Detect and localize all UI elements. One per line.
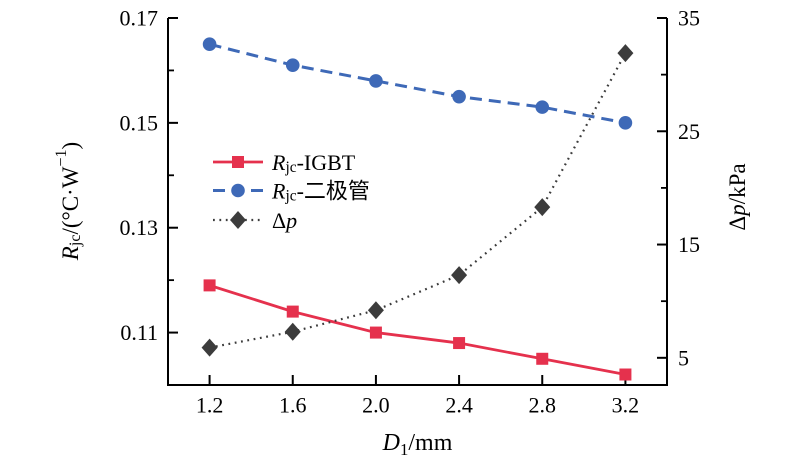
marker-circle (285, 58, 300, 72)
x-tick-label: 2.4 (445, 393, 473, 418)
y-right-tick-label: 25 (678, 119, 700, 144)
legend-label: Δp (272, 208, 297, 233)
marker-square (453, 337, 466, 350)
marker-circle (231, 183, 245, 198)
marker-circle (452, 89, 466, 104)
series-rjc-igbt (203, 279, 632, 381)
series-delta-p (201, 44, 634, 357)
x-tick-label: 3.2 (612, 393, 640, 418)
marker-square (619, 368, 632, 381)
marker-square (536, 352, 549, 365)
marker-circle (535, 100, 550, 114)
y-right-tick-label: 15 (678, 232, 700, 257)
marker-diamond (284, 322, 301, 341)
marker-circle (369, 74, 383, 88)
y-left-tick-label: 0.17 (120, 6, 159, 31)
y-left-tick-label: 0.15 (120, 110, 159, 135)
y-right-tick-label: 35 (678, 6, 700, 31)
series-line-rjc-igbt (209, 284, 626, 376)
marker-square (369, 326, 382, 339)
x-tick-label: 1.2 (196, 393, 224, 418)
marker-square (286, 305, 299, 318)
marker-diamond (451, 266, 468, 285)
marker-circle (202, 37, 217, 52)
y-left-tick-label: 0.13 (120, 215, 159, 240)
x-tick-label: 2.8 (529, 393, 557, 418)
series-line-delta-p (209, 52, 627, 349)
y-axis-left-title: Rjc/(°C·W−1) (53, 142, 84, 261)
series-rjc-diode (202, 37, 633, 130)
legend-item-rjc-igbt: Rjc-IGBT (213, 150, 356, 176)
x-tick-label: 1.6 (279, 393, 307, 418)
marker-diamond (230, 211, 246, 229)
x-axis-title: D1/mm (382, 430, 453, 459)
marker-diamond (534, 198, 551, 217)
marker-diamond (617, 44, 634, 63)
marker-diamond (367, 301, 384, 320)
marker-square (203, 279, 216, 292)
marker-diamond (201, 338, 218, 357)
marker-square (232, 156, 244, 168)
legend-item-rjc-diode: Rjc-二极管 (213, 178, 370, 204)
y-axis-right-title: Δp/kPa (725, 163, 750, 230)
legend-label: Rjc-二极管 (271, 178, 370, 204)
legend-label: Rjc-IGBT (271, 150, 356, 176)
x-tick-label: 2.0 (362, 393, 390, 418)
y-left-tick-label: 0.11 (120, 320, 158, 345)
y-right-tick-label: 5 (678, 345, 689, 370)
series-line-rjc-diode (209, 42, 626, 125)
legend-item-delta-p: Δp (213, 208, 297, 233)
marker-circle (618, 116, 633, 130)
